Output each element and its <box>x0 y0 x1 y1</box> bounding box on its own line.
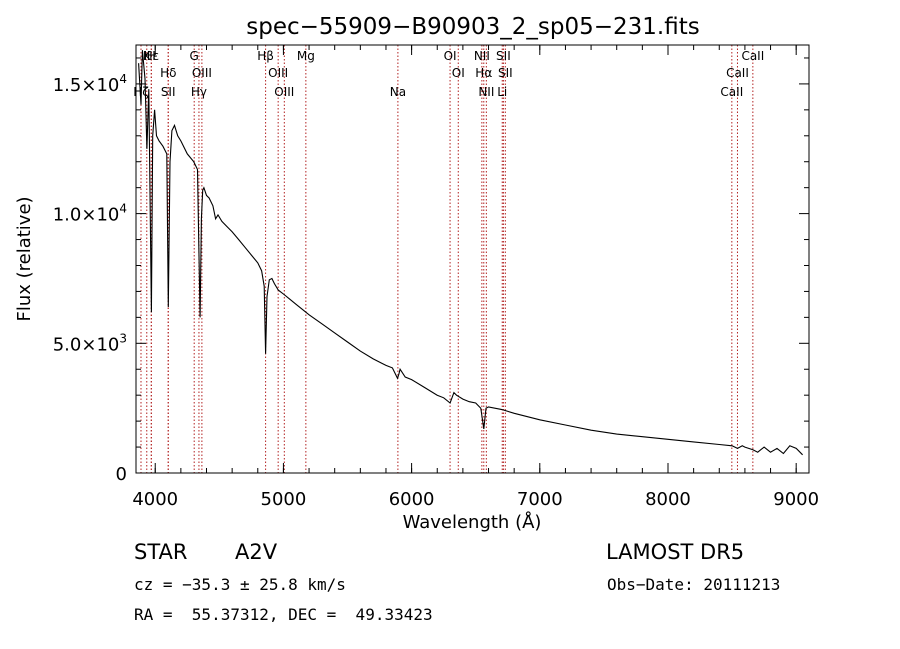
line-label: Hδ <box>160 66 176 80</box>
line-label: Li <box>497 85 507 99</box>
line-label: Hα <box>475 66 492 80</box>
axis-ticks <box>136 45 809 474</box>
y-tick-label: 1.5×104 <box>53 72 127 96</box>
line-label: SII <box>161 85 176 99</box>
line-label: CaII <box>720 85 743 99</box>
line-label: SII <box>498 66 513 80</box>
line-label: SII <box>496 49 511 63</box>
line-label: OI <box>444 49 457 63</box>
object-subclass: A2V <box>235 540 278 564</box>
x-tick-label: 8000 <box>645 489 691 510</box>
coordinates: RA = 55.37312, DEC = 49.33423 <box>134 605 433 624</box>
line-label: OIII <box>274 85 294 99</box>
chart-title: spec−55909−B90903_2_sp05−231.fits <box>246 14 700 40</box>
line-label: OI <box>452 66 465 80</box>
y-tick-labels: 0 5.0×103 1.0×104 1.5×104 <box>53 72 127 485</box>
plot-frame <box>135 44 810 474</box>
line-label: K <box>143 49 152 63</box>
object-class: STAR <box>134 540 188 564</box>
line-label: Hε <box>144 49 160 63</box>
x-tick-label: 6000 <box>389 489 435 510</box>
spectrum-line <box>138 50 803 456</box>
x-tick-labels: 4000 5000 6000 7000 8000 9000 <box>132 489 819 510</box>
line-label: NII <box>474 49 490 63</box>
x-tick-label: 9000 <box>773 489 819 510</box>
x-tick-label: 4000 <box>132 489 178 510</box>
line-label: Na <box>390 85 406 99</box>
line-label: Hβ <box>257 49 274 63</box>
line-label: CaII <box>741 49 764 63</box>
line-label: H <box>147 49 156 63</box>
observation-date: Obs−Date: 20111213 <box>607 575 781 594</box>
y-tick-label: 0 <box>116 464 127 485</box>
redshift-cz: cz = −35.3 ± 25.8 km/s <box>134 575 346 594</box>
x-tick-label: 7000 <box>517 489 563 510</box>
line-label: Mg <box>297 49 315 63</box>
line-label: G <box>190 49 199 63</box>
line-label: OIII <box>192 66 212 80</box>
line-label: OIII <box>268 66 288 80</box>
x-axis-label: Wavelength (Å) <box>403 511 542 533</box>
y-axis-label: Flux (relative) <box>14 196 35 321</box>
line-label: Hγ <box>191 85 207 99</box>
y-tick-label: 5.0×103 <box>53 331 127 355</box>
spectral-line-labels: HζKHHεHδSIIGHγOIIIHβOIIIOIIIMgNaOIOINIIH… <box>133 49 764 99</box>
y-tick-label: 1.0×104 <box>53 202 127 226</box>
line-label: NII <box>478 85 494 99</box>
x-tick-label: 5000 <box>261 489 307 510</box>
survey-name: LAMOST DR5 <box>606 540 745 564</box>
line-label: CaII <box>726 66 749 80</box>
spectral-line-markers <box>140 45 754 473</box>
